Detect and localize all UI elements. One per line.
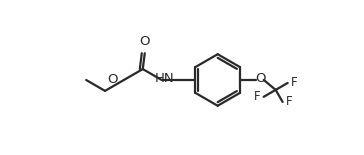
- Text: F: F: [286, 95, 292, 108]
- Text: F: F: [291, 76, 297, 89]
- Text: HN: HN: [155, 73, 175, 86]
- Text: F: F: [254, 90, 261, 103]
- Text: O: O: [256, 73, 266, 86]
- Text: O: O: [139, 35, 150, 48]
- Text: O: O: [107, 73, 118, 86]
